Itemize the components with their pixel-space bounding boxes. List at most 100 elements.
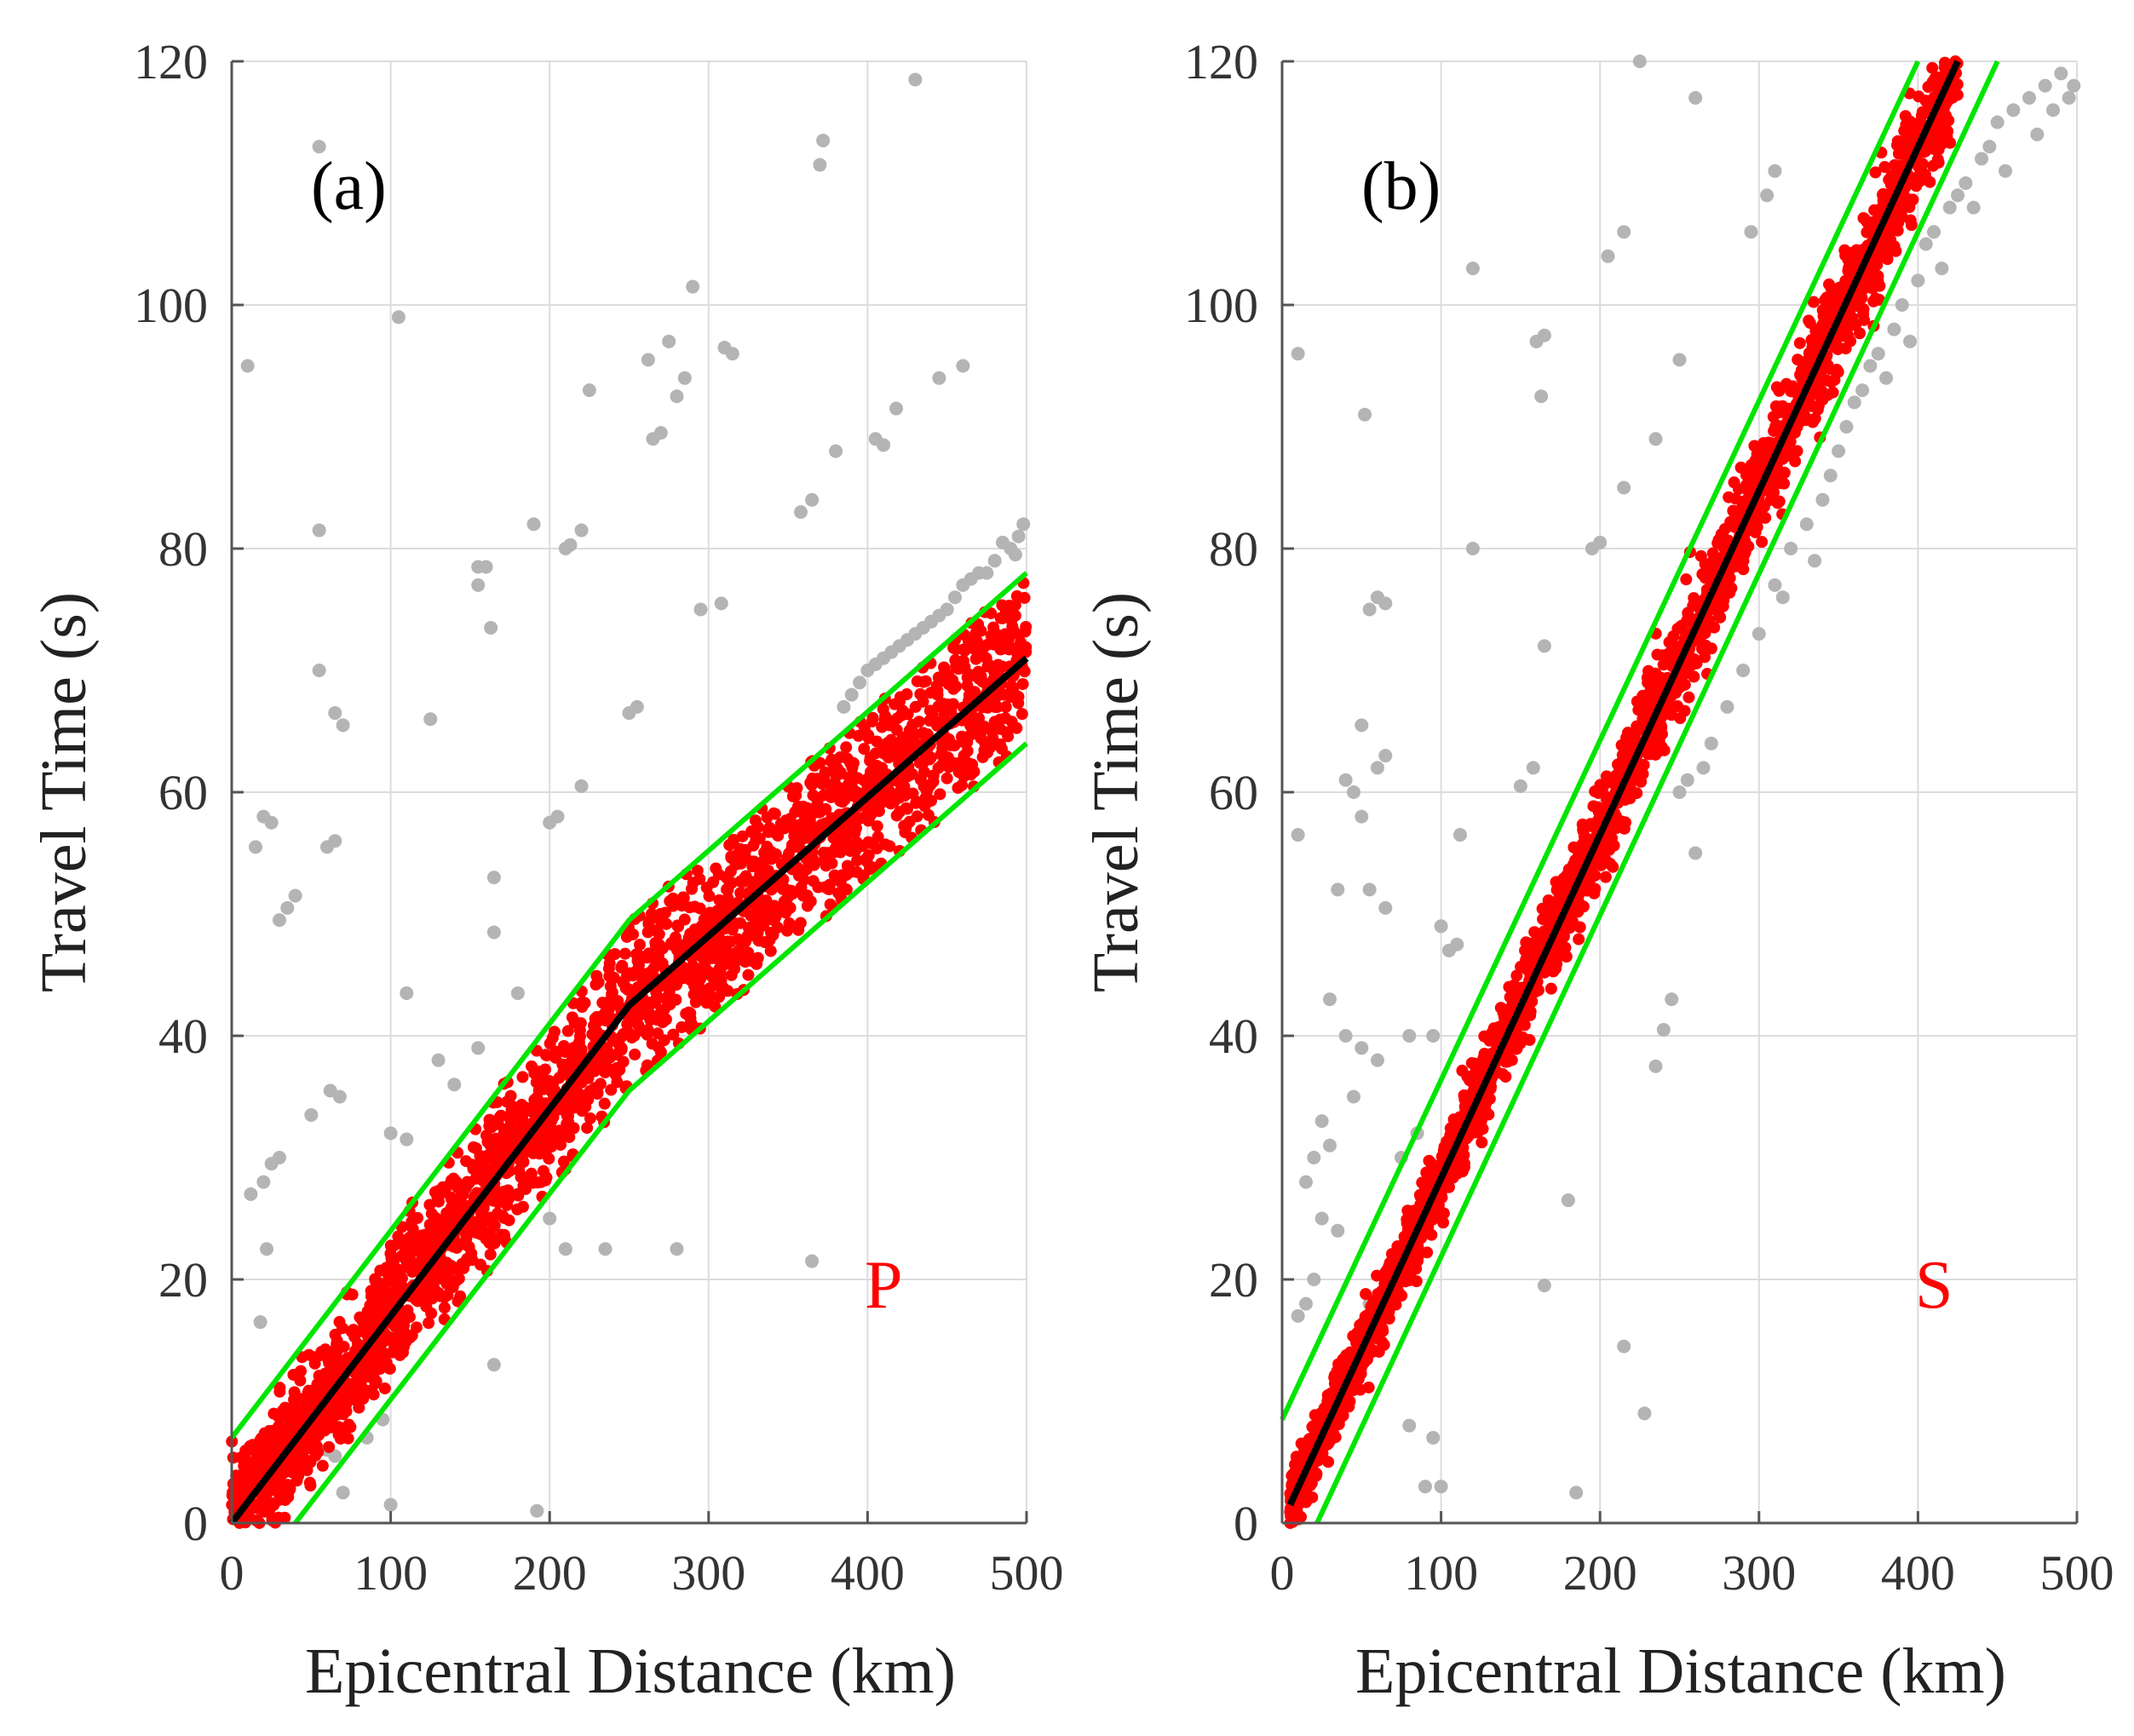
panel-a-picked-point <box>734 875 747 888</box>
panel-b-outlier-point <box>1378 596 1393 611</box>
panel-a-outlier-point <box>486 1358 501 1372</box>
panel-b-picked-point <box>1322 1456 1335 1469</box>
panel-b-outlier-point <box>1314 1114 1329 1129</box>
panel-a-picked-point <box>752 934 765 947</box>
panel-b-outlier-point <box>1307 1273 1321 1286</box>
panel-a-x-axis-title: Epicentral Distance (km) <box>305 1635 956 1707</box>
panel-a-outlier-point <box>264 815 279 830</box>
panel-a-outlier-point <box>471 1041 486 1055</box>
panel-a-outlier-point <box>336 1486 350 1500</box>
panel-a-outlier-point <box>670 389 684 404</box>
panel-a-picked-point <box>911 675 923 687</box>
panel-b-outlier-point <box>1338 773 1353 787</box>
panel-b-outlier-point <box>1331 1223 1345 1238</box>
panel-a-picked-point <box>964 768 977 781</box>
panel-a-outlier-point <box>383 1126 398 1141</box>
panel-a-picked-point <box>805 779 818 791</box>
panel-a-picked-point <box>751 951 764 964</box>
panel-a-picked-point <box>883 719 896 732</box>
panel-a-picked-point <box>942 733 955 745</box>
panel-a-picked-point <box>858 743 871 756</box>
panel-a-picked-point <box>961 744 974 757</box>
panel-a-picked-point <box>830 770 843 783</box>
panel-b-outlier-point <box>1927 225 1941 239</box>
panel-a-picked-point <box>394 1321 406 1334</box>
panel-a-picked-point <box>284 1423 296 1436</box>
panel-a-picked-point <box>438 1302 451 1314</box>
panel-a-outlier-point <box>693 602 708 617</box>
panel-a-picked-point <box>671 919 684 932</box>
panel-a-outlier-point <box>486 925 501 940</box>
panel-b-picked-point <box>1475 1136 1488 1149</box>
panel-a-picked-point <box>641 951 653 964</box>
panel-a-picked-point <box>946 698 959 710</box>
panel-a-picked-point <box>654 1007 667 1020</box>
panel-a-picked-point <box>419 1287 432 1300</box>
panel-a-outlier-point <box>582 383 596 398</box>
panel-a-picked-point <box>704 911 716 924</box>
panel-b-outlier-point <box>1358 407 1372 422</box>
panel-b-outlier-point <box>1402 1418 1417 1433</box>
panel-b-outlier-point <box>1331 882 1345 897</box>
panel-a-picked-point <box>917 766 930 779</box>
panel-a-x-tick-label: 300 <box>671 1545 745 1601</box>
panel-a-outlier-point <box>244 1187 258 1201</box>
panel-a-outlier-point <box>932 608 946 623</box>
panel-a-picked-point <box>540 1049 553 1062</box>
panel-a-picked-point <box>935 748 947 761</box>
panel-a-outlier-point <box>530 1503 544 1518</box>
panel-a-picked-point <box>618 947 631 960</box>
panel-a-outlier-point <box>383 1497 398 1512</box>
panel-b-picked-point <box>1322 1437 1335 1450</box>
panel-a-picked-point <box>687 980 700 992</box>
panel-a-picked-point <box>847 756 860 769</box>
panel-a-picked-point <box>980 722 992 735</box>
panel-a-outlier-point <box>1008 548 1022 562</box>
panel-a-picked-point <box>622 1026 635 1038</box>
panel-a-outlier-point <box>980 566 994 580</box>
panel-b-outlier-point <box>1537 328 1551 342</box>
panel-a-outlier-point <box>486 871 501 885</box>
panel-b-picked-point <box>1456 1064 1469 1077</box>
panel-b-picked-point <box>1680 573 1693 586</box>
panel-a-picked-point <box>814 806 826 819</box>
panel-b-picked-point <box>1832 365 1844 378</box>
panel-b-outlier-point <box>1426 1029 1441 1043</box>
panel-a-picked-point <box>538 1063 551 1076</box>
panel-b-outlier-point <box>1704 736 1718 750</box>
panel-b-picked-point <box>1858 313 1871 326</box>
panel-a-picked-point <box>748 877 761 889</box>
panel-b-outlier-point <box>1799 517 1814 532</box>
panel-a-outlier-point <box>686 279 700 294</box>
panel-a-outlier-point <box>400 986 414 1000</box>
panel-a-picked-point <box>957 735 969 748</box>
panel-a-outlier-point <box>332 1089 347 1104</box>
panel-a-picked-point <box>987 737 1000 750</box>
panel-a-outlier-point <box>328 1449 342 1463</box>
panel-b-outlier-point <box>1307 1151 1321 1164</box>
panel-a-picked-point <box>851 854 864 867</box>
panel-a-picked-point <box>323 1440 336 1453</box>
panel-a-picked-point <box>764 945 777 957</box>
panel-a-outlier-point <box>805 492 820 507</box>
panel-b-outlier-point <box>1688 846 1703 860</box>
panel-a-picked-point <box>478 1229 491 1242</box>
panel-a-picked-point <box>837 788 849 801</box>
panel-a-picked-point <box>265 1497 278 1509</box>
panel-b-outlier-point <box>1665 992 1679 1007</box>
panel-a-outlier-point <box>877 438 891 452</box>
panel-a-picked-point <box>288 1394 301 1406</box>
panel-a-picked-point <box>290 1451 303 1464</box>
panel-b-outlier-point <box>1895 298 1909 312</box>
panel-a-picked-point <box>601 1043 613 1056</box>
panel-b-picked-point <box>1599 871 1612 883</box>
panel-a-picked-point <box>254 1456 267 1469</box>
panel-a-picked-point <box>446 1281 459 1294</box>
panel-a-x-tick-label: 400 <box>831 1545 905 1601</box>
panel-b-picked-point <box>1793 336 1806 349</box>
panel-a-outlier-point <box>987 554 1002 568</box>
panel-a-picked-point <box>410 1321 423 1334</box>
panel-a-picked-point <box>685 882 698 895</box>
panel-a-picked-point <box>768 914 780 927</box>
panel-b-picked-point <box>1890 244 1902 257</box>
